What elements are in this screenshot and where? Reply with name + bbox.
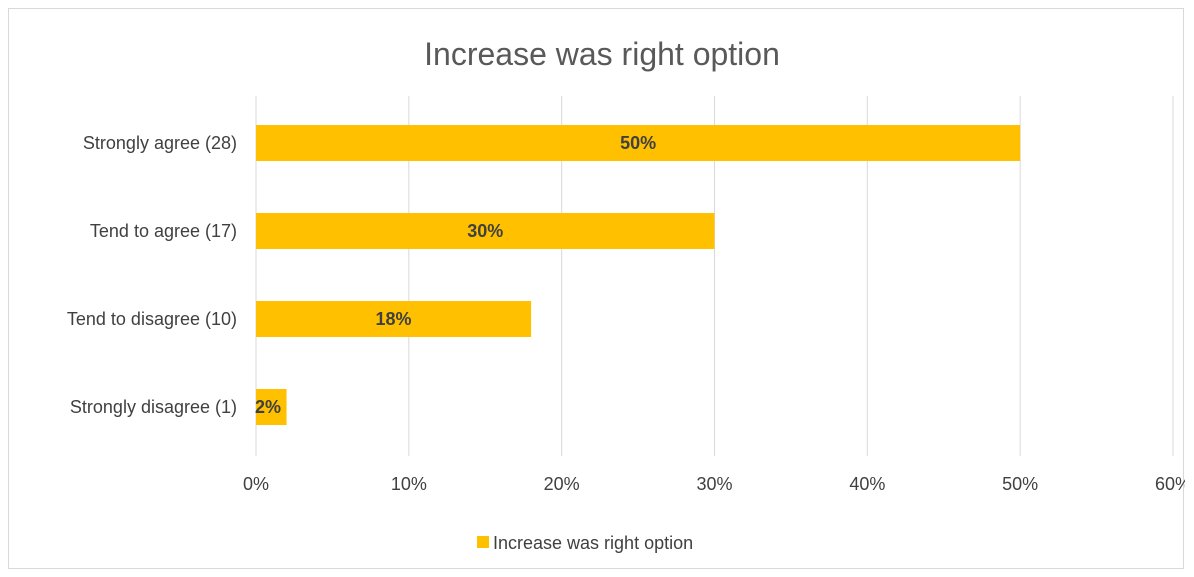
data-label: 30% — [467, 221, 503, 241]
category-labels: Strongly agree (28) Tend to agree (17) Ten… — [67, 133, 237, 417]
data-label: 18% — [376, 309, 412, 329]
data-label: 50% — [620, 133, 656, 153]
x-tick-label: 50% — [1002, 474, 1038, 494]
bar — [256, 125, 1021, 161]
chart-frame: Increase was right option Strongly agree… — [8, 8, 1185, 569]
bar-chart: Increase was right option Strongly agree… — [67, 36, 1185, 553]
bar — [256, 213, 715, 249]
x-tick-label: 40% — [849, 474, 885, 494]
data-label: 2% — [255, 397, 281, 417]
category-label: Strongly disagree (1) — [70, 397, 237, 417]
legend-label: Increase was right option — [493, 533, 693, 553]
x-tick-label: 20% — [544, 474, 580, 494]
legend: Increase was right option — [477, 533, 693, 553]
x-tick-label: 10% — [391, 474, 427, 494]
bar — [256, 301, 532, 337]
category-label: Tend to agree (17) — [90, 221, 237, 241]
bar — [256, 389, 287, 425]
x-tick-label: 30% — [696, 474, 732, 494]
data-labels: 50% 30% 18% 2% — [255, 133, 656, 417]
category-label: Strongly agree (28) — [83, 133, 237, 153]
legend-swatch — [477, 536, 489, 548]
x-tick-label: 0% — [243, 474, 269, 494]
category-label: Tend to disagree (10) — [67, 309, 237, 329]
x-tick-label: 60% — [1155, 474, 1185, 494]
bars — [256, 125, 1021, 425]
x-axis-tick-labels: 0% 10% 20% 30% 40% 50% 60% — [243, 474, 1185, 494]
chart-title: Increase was right option — [424, 36, 780, 72]
